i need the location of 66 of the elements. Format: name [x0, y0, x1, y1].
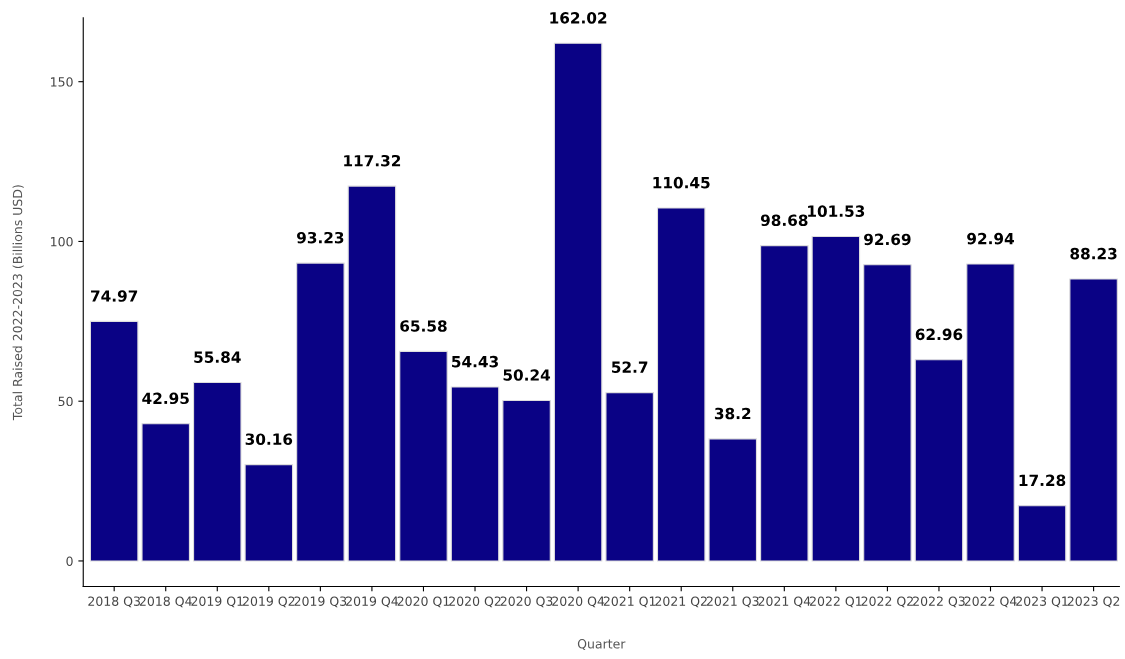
data-label: 52.7: [612, 361, 648, 373]
bar: [296, 262, 345, 562]
data-label: 92.69: [864, 233, 911, 246]
bar: [811, 236, 861, 562]
data-label: 162.02: [550, 12, 607, 24]
data-label: 54.43: [452, 355, 498, 368]
data-label: 74.97: [91, 290, 138, 302]
bar: [244, 464, 294, 562]
x-tick-label: 2019 Q2: [242, 596, 295, 608]
data-label: 110.45: [653, 176, 710, 189]
x-tick-label: 2022 Q4: [964, 596, 1017, 608]
y-tick-label: 50: [58, 396, 73, 407]
y-axis-title: Total Raised 2022-2023 (Billions USD): [12, 185, 24, 421]
bar: [708, 438, 758, 562]
x-tick-label: 2023 Q2: [1067, 596, 1120, 608]
bar: [1017, 505, 1067, 562]
bar: [760, 245, 809, 562]
x-tick-label: 2020 Q1: [397, 596, 450, 608]
x-tick-label: 2023 Q1: [1016, 596, 1068, 608]
bar: [502, 399, 551, 562]
data-label: 101.53: [808, 205, 865, 217]
x-axis-title: Quarter: [577, 639, 626, 650]
x-tick-label: 2019 Q4: [346, 596, 399, 608]
data-label: 93.23: [297, 231, 344, 244]
bar: [1069, 278, 1118, 562]
data-label: 38.2: [714, 407, 751, 420]
bar: [193, 381, 242, 562]
bar: [89, 320, 139, 562]
bar: [656, 207, 706, 562]
bar: [399, 350, 448, 562]
data-label: 17.28: [1019, 474, 1066, 487]
data-label: 55.84: [194, 351, 241, 363]
bar: [141, 423, 190, 562]
data-label: 88.23: [1070, 247, 1117, 260]
y-tick-label: 0: [66, 556, 73, 566]
x-tick-label: 2020 Q3: [500, 596, 553, 608]
x-tick-label: 2020 Q4: [552, 596, 605, 608]
bar: [553, 42, 603, 562]
data-label: 117.32: [344, 154, 401, 167]
data-label: 62.96: [915, 328, 963, 341]
x-tick-label: 2021 Q1: [603, 596, 656, 608]
x-tick-label: 2021 Q4: [758, 596, 811, 608]
bar: [347, 185, 397, 562]
data-label: 65.58: [400, 320, 447, 332]
data-label: 92.94: [967, 232, 1014, 245]
x-tick-label: 2022 Q2: [861, 596, 913, 608]
y-tick-label: 100: [51, 236, 73, 247]
bar: [450, 386, 500, 562]
data-label: 98.68: [760, 214, 808, 227]
y-tick-label: 150: [51, 77, 73, 87]
data-label: 30.16: [245, 433, 293, 445]
bar: [863, 264, 912, 562]
x-tick-label: 2020 Q2: [449, 596, 501, 608]
x-tick-label: 2021 Q3: [706, 596, 759, 608]
bar: [966, 263, 1015, 562]
x-tick-label: 2019 Q3: [294, 596, 347, 608]
bar: [914, 359, 964, 562]
x-tick-label: 2021 Q2: [655, 596, 707, 608]
x-tick-label: 2022 Q3: [913, 596, 965, 608]
x-tick-label: 2019 Q1: [191, 596, 243, 608]
data-label: 42.95: [142, 392, 189, 405]
bar: [605, 392, 654, 562]
x-tick-label: 2018 Q3: [88, 596, 140, 608]
x-tick-label: 2022 Q1: [809, 596, 862, 608]
data-label: 50.24: [503, 369, 551, 381]
x-tick-label: 2018 Q4: [139, 596, 192, 608]
